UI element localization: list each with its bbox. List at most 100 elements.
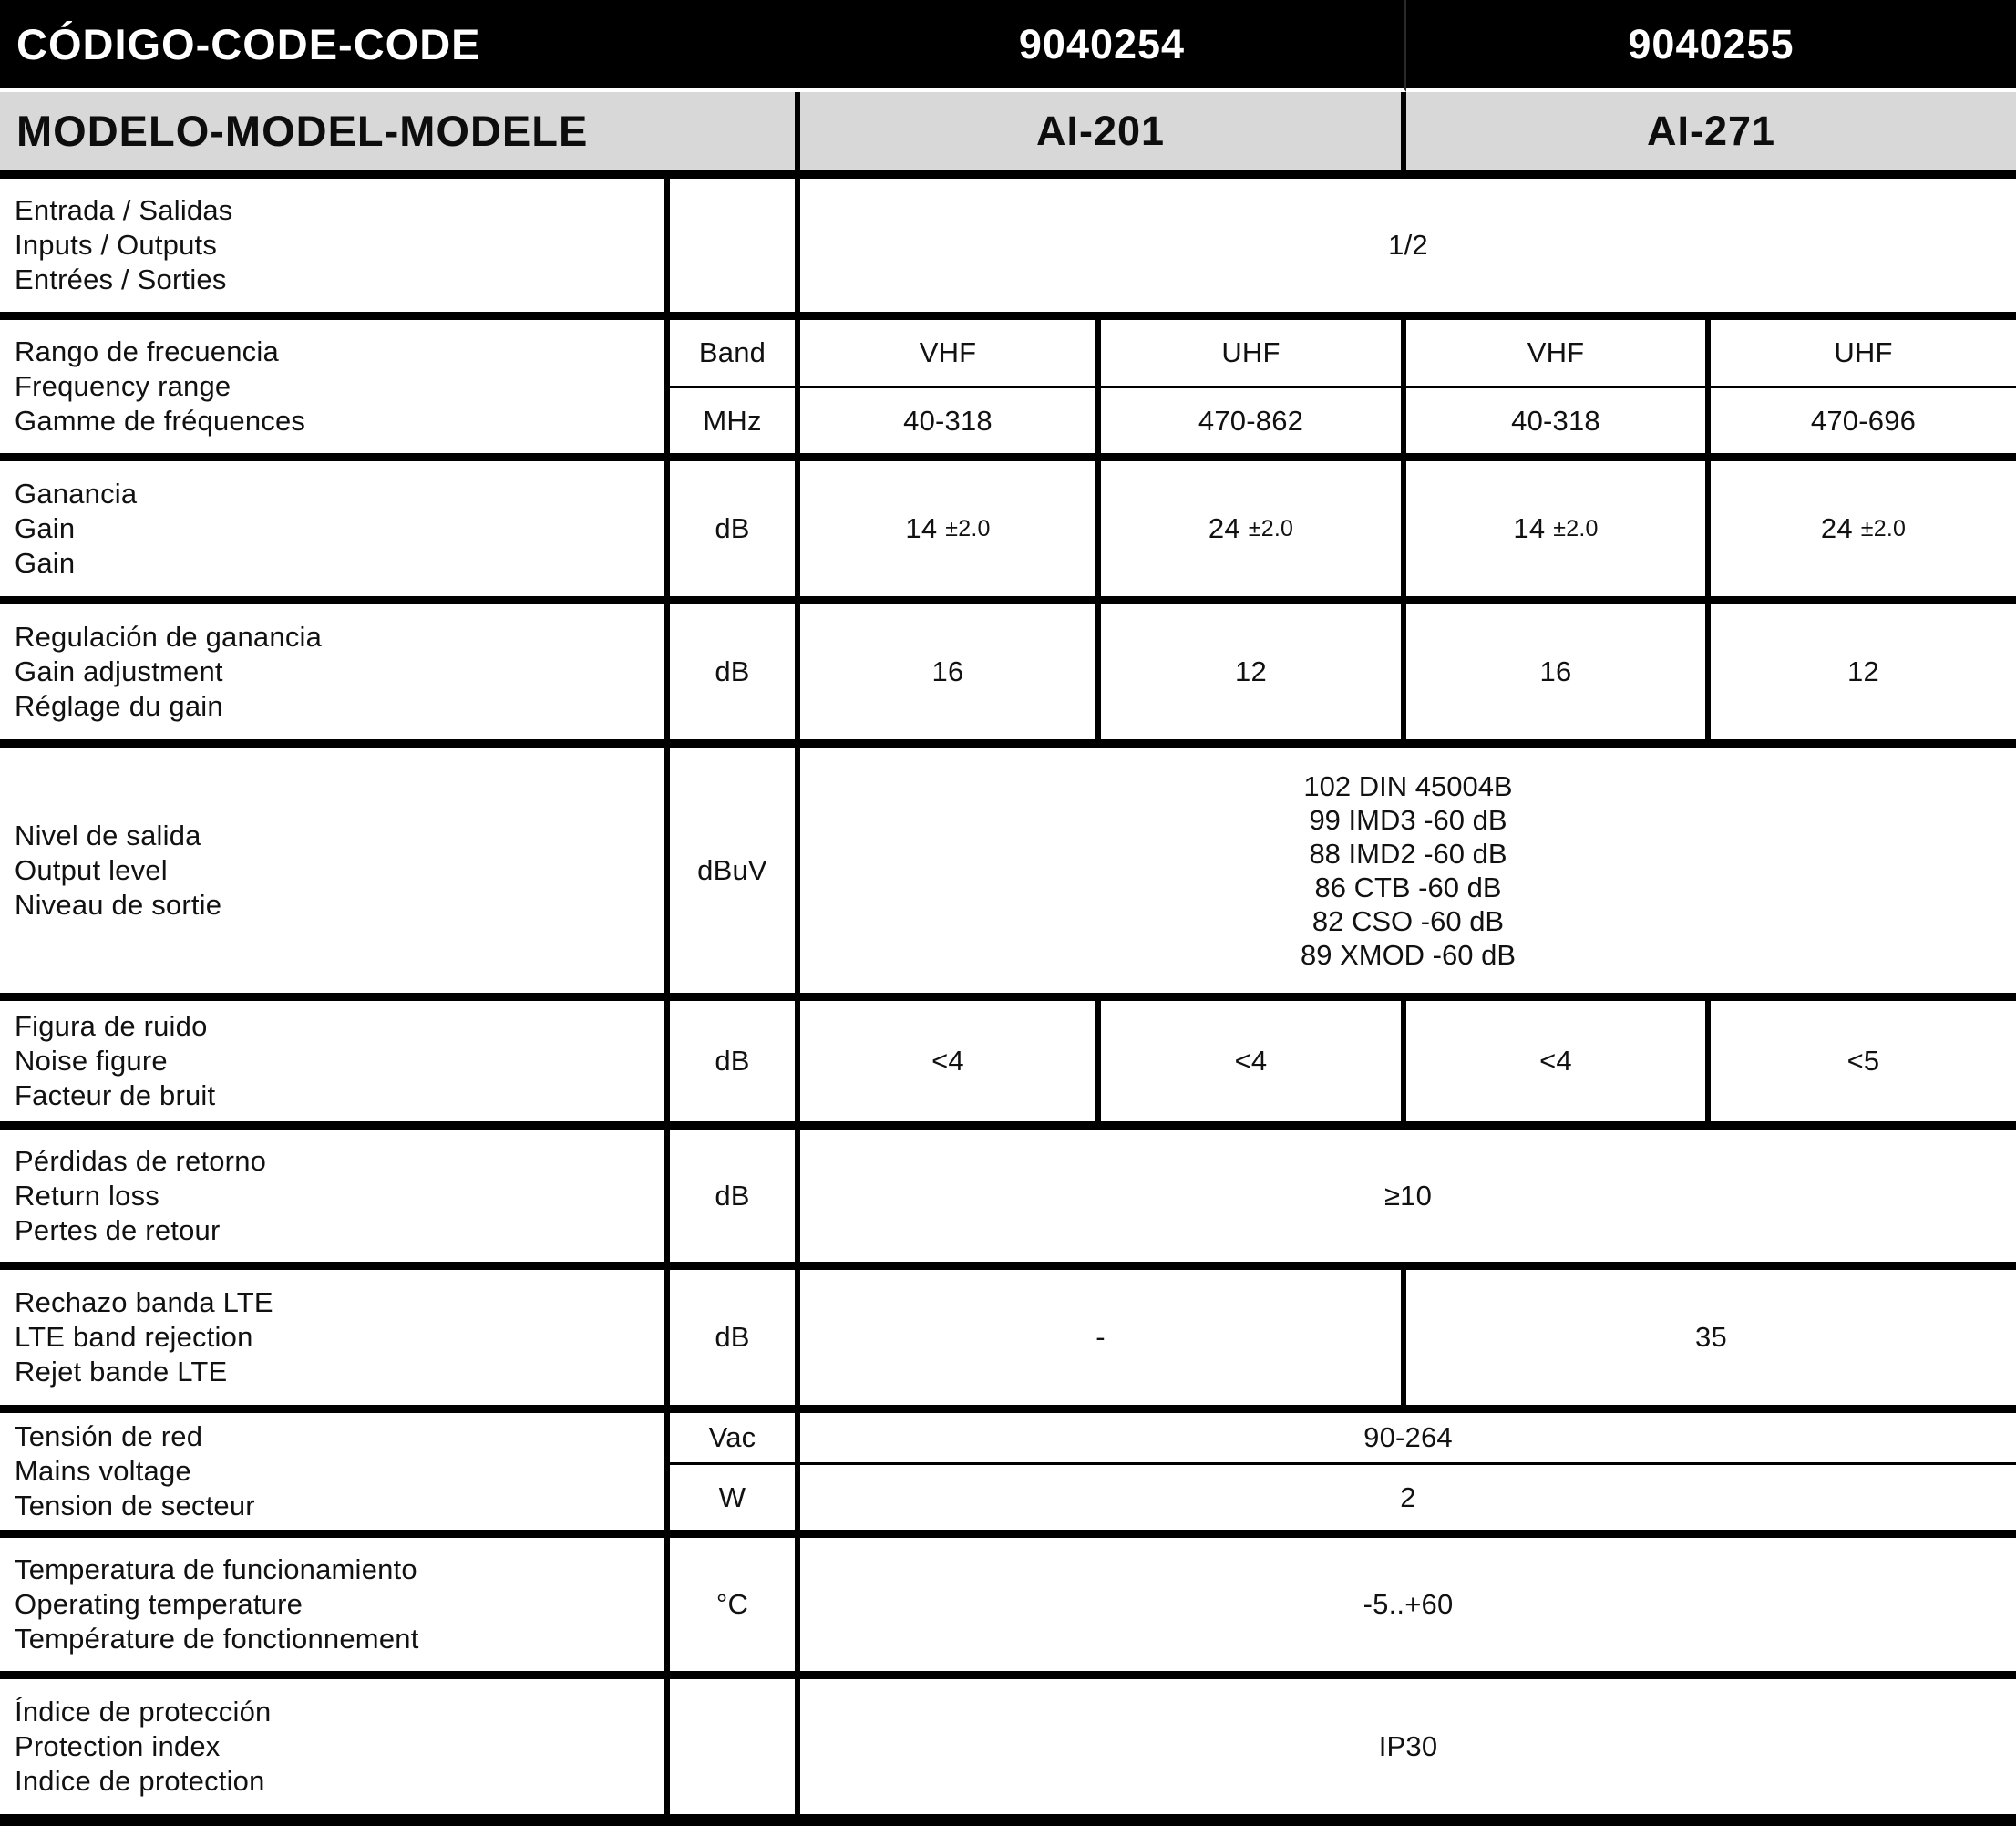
noise-value-2: <4 [1101,1001,1406,1130]
protection-label: Índice de protección Protection index In… [0,1679,670,1826]
gain-adjust-value-2: 12 [1101,604,1406,748]
mains-label-en: Mains voltage [15,1455,191,1487]
gain-adjust-label-fr: Réglage du gain [15,690,223,722]
gain-adjust-unit: dB [670,604,800,748]
noise-value-4: <5 [1711,1001,2016,1130]
gain-value-1: 14 ±2.0 [800,461,1101,604]
freq-range-4: 470-696 [1711,388,2016,461]
io-unit [670,179,800,320]
output-level-line-2: 99 IMD3 -60 dB [1309,803,1507,836]
mains-w-unit: W [670,1465,800,1538]
freq-range-2: 470-862 [1101,388,1406,461]
mains-w-value: 2 [800,1465,2016,1538]
freq-mhz-unit: MHz [670,388,800,461]
return-loss-unit: dB [670,1130,800,1270]
mains-vac-value: 90-264 [800,1413,2016,1465]
return-loss-label: Pérdidas de retorno Return loss Pertes d… [0,1130,670,1270]
output-level-unit: dBuV [670,748,800,1001]
protection-value: IP30 [800,1679,2016,1826]
temperature-value: -5..+60 [800,1538,2016,1679]
freq-label-fr: Gamme de fréquences [15,405,306,437]
io-label-es: Entrada / Salidas [15,194,233,226]
output-level-label-es: Nivel de salida [15,819,201,851]
gain-value-4: 24 ±2.0 [1711,461,2016,604]
freq-band-1: VHF [800,320,1101,388]
gain-value-2-main: 24 [1208,512,1240,544]
gain-value-3: 14 ±2.0 [1406,461,1711,604]
freq-label-es: Rango de frecuencia [15,335,279,367]
gain-value-1-main: 14 [905,512,938,544]
gain-label-es: Ganancia [15,478,138,510]
protection-label-fr: Indice de protection [15,1765,265,1797]
protection-label-es: Índice de protección [15,1696,272,1728]
model-value-2: AI-271 [1406,92,2016,179]
lte-label-es: Rechazo banda LTE [15,1286,273,1318]
mains-label-es: Tensión de red [15,1420,203,1452]
io-value: 1/2 [800,179,2016,320]
temperature-label-en: Operating temperature [15,1588,303,1620]
output-level-line-5: 82 CSO -60 dB [1311,904,1505,937]
noise-value-1: <4 [800,1001,1101,1130]
output-level-line-6: 89 XMOD -60 dB [1300,938,1517,971]
freq-band-3: VHF [1406,320,1711,388]
output-level-line-4: 86 CTB -60 dB [1314,871,1502,903]
gain-adjust-value-1: 16 [800,604,1101,748]
freq-range-1: 40-318 [800,388,1101,461]
output-level-line-3: 88 IMD2 -60 dB [1309,837,1507,870]
code-value-2: 9040255 [1406,0,2016,92]
gain-adjust-label-es: Regulación de ganancia [15,621,323,653]
temperature-unit: °C [670,1538,800,1679]
output-level-label-fr: Niveau de sortie [15,888,222,921]
io-label-en: Inputs / Outputs [15,229,218,261]
output-level-label: Nivel de salida Output level Niveau de s… [0,748,670,1001]
noise-label: Figura de ruido Noise figure Facteur de … [0,1001,670,1130]
lte-label-en: LTE band rejection [15,1321,253,1353]
protection-unit [670,1679,800,1826]
lte-label: Rechazo banda LTE LTE band rejection Rej… [0,1270,670,1413]
gain-adjust-label: Regulación de ganancia Gain adjustment R… [0,604,670,748]
noise-unit: dB [670,1001,800,1130]
io-label: Entrada / Salidas Inputs / Outputs Entré… [0,179,670,320]
protection-label-en: Protection index [15,1730,221,1762]
return-loss-value: ≥10 [800,1130,2016,1270]
gain-value-2: 24 ±2.0 [1101,461,1406,604]
gain-adjust-label-en: Gain adjustment [15,655,223,687]
noise-label-fr: Facteur de bruit [15,1079,216,1111]
freq-band-unit: Band [670,320,800,388]
output-level-value: 102 DIN 45004B 99 IMD3 -60 dB 88 IMD2 -6… [800,748,2016,1001]
temperature-label: Temperatura de funcionamiento Operating … [0,1538,670,1679]
lte-value-1: - [800,1270,1406,1413]
freq-label-en: Frequency range [15,370,231,402]
freq-band-2: UHF [1101,320,1406,388]
code-value-1: 9040254 [800,0,1406,92]
mains-label: Tensión de red Mains voltage Tension de … [0,1413,670,1538]
gain-value-4-main: 24 [1820,512,1853,544]
temperature-label-es: Temperatura de funcionamiento [15,1553,417,1585]
gain-value-4-tolerance: ±2.0 [1860,515,1907,542]
freq-label: Rango de frecuencia Frequency range Gamm… [0,320,670,461]
return-loss-label-fr: Pertes de retour [15,1213,221,1246]
return-loss-label-es: Pérdidas de retorno [15,1144,267,1177]
noise-label-es: Figura de ruido [15,1010,208,1042]
noise-value-3: <4 [1406,1001,1711,1130]
code-header-label: CÓDIGO-CODE-CODE [0,0,800,92]
gain-value-3-tolerance: ±2.0 [1553,515,1599,542]
gain-adjust-value-4: 12 [1711,604,2016,748]
noise-label-en: Noise figure [15,1045,168,1077]
output-level-line-1: 102 DIN 45004B [1303,769,1513,802]
output-level-label-en: Output level [15,853,168,886]
gain-label-fr: Gain [15,547,76,579]
model-header-label: MODELO-MODEL-MODELE [0,92,800,179]
gain-label: Ganancia Gain Gain [0,461,670,604]
gain-value-1-tolerance: ±2.0 [945,515,991,542]
gain-label-en: Gain [15,512,76,544]
freq-range-3: 40-318 [1406,388,1711,461]
lte-unit: dB [670,1270,800,1413]
mains-vac-unit: Vac [670,1413,800,1465]
lte-value-2: 35 [1406,1270,2016,1413]
return-loss-label-en: Return loss [15,1179,159,1212]
gain-unit: dB [670,461,800,604]
model-value-1: AI-201 [800,92,1406,179]
io-label-fr: Entrées / Sorties [15,263,227,295]
